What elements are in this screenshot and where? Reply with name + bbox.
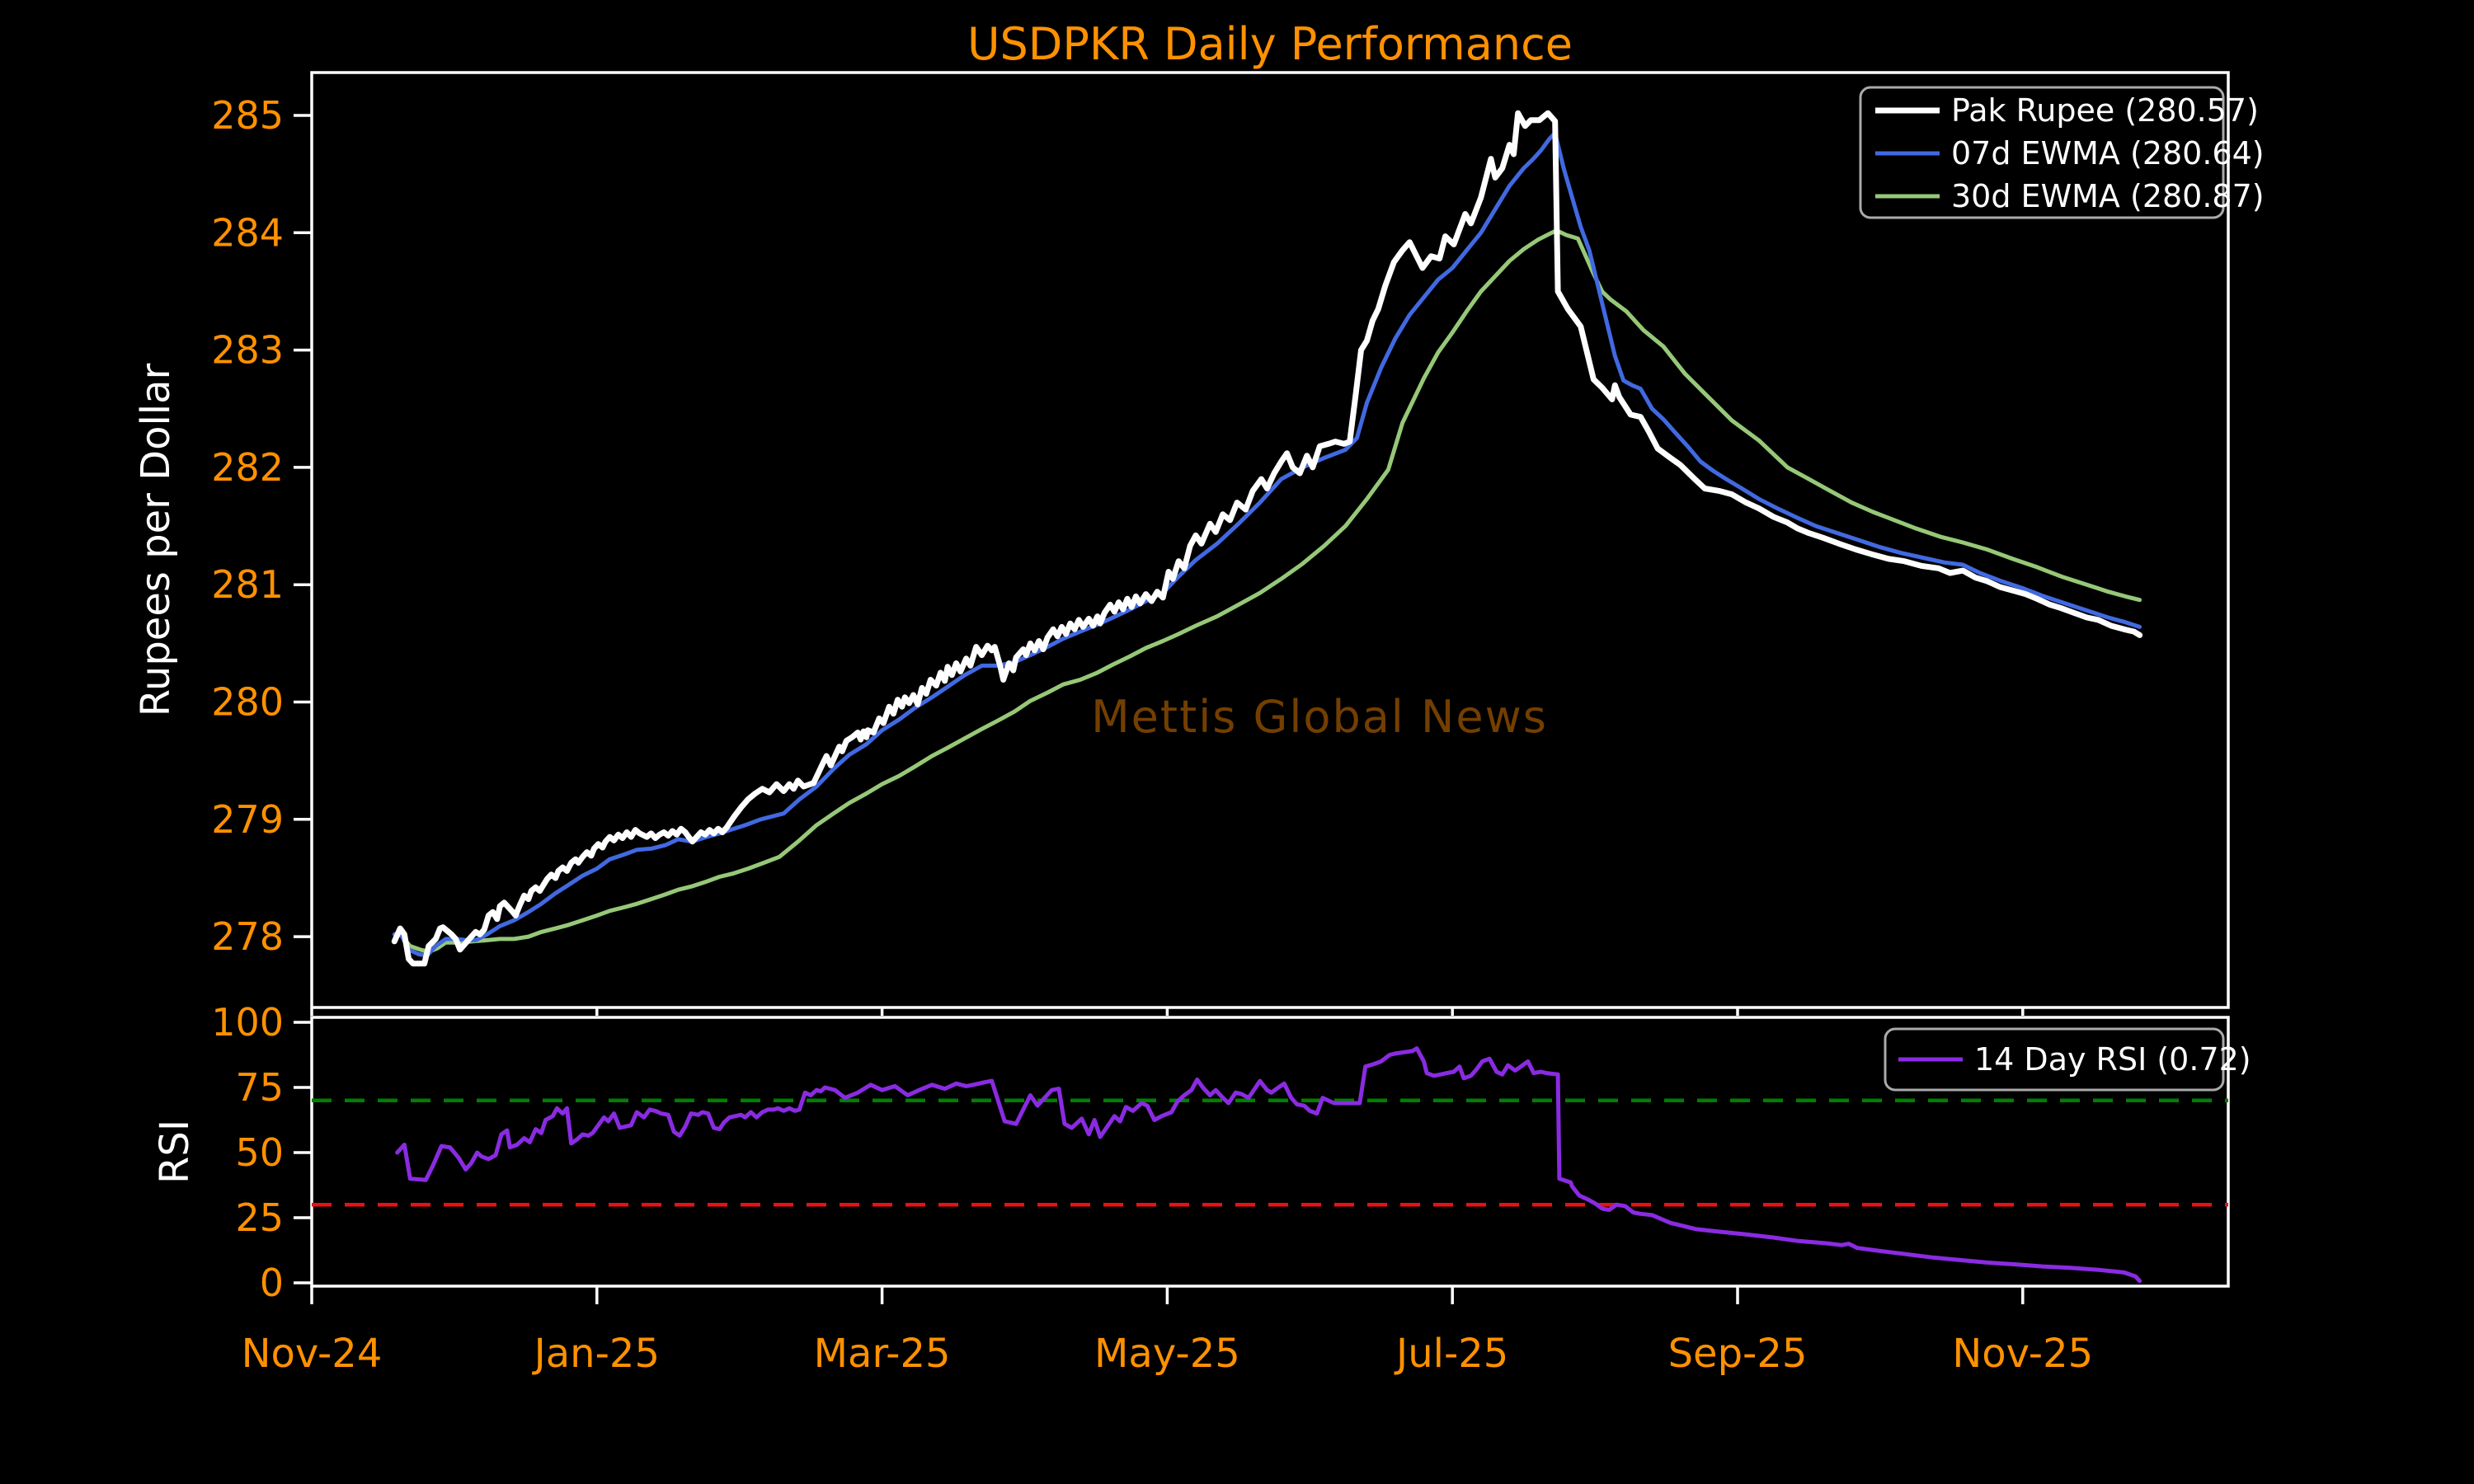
x-tick-label: Nov-24: [242, 1331, 383, 1377]
price-y-axis-title: Rupees per Dollar: [133, 363, 179, 716]
rsi-panel-y-ticks: 0 25 50 75 100: [211, 1000, 312, 1305]
rsi-line: [395, 1046, 2142, 1284]
rsi-legend-box: [1884, 1027, 2225, 1092]
y-tick-label: 281: [211, 562, 284, 607]
y-tick-label: 280: [211, 680, 284, 725]
rsi-panel: 0 25 50 75 100 Nov-24 Jan-25 Mar-25 May-25 Jul-25…: [211, 1000, 2230, 1377]
price-panel-y-ticks: 278 279 280 281 282 283 284 285: [211, 93, 312, 959]
watermark-text: Mettis Global News: [1091, 691, 1548, 743]
y-tick-label: 25: [235, 1195, 284, 1240]
ewma30-legend-label: 30d EWMA (280.87): [1951, 178, 2265, 214]
rsi-legend: 14 Day RSI (0.72): [1884, 1027, 2251, 1092]
y-tick-label: 284: [211, 210, 284, 255]
x-tick-label: Jul-25: [1394, 1331, 1508, 1377]
ewma07-legend-label: 07d EWMA (280.64): [1951, 135, 2265, 171]
y-tick-label: 75: [235, 1065, 284, 1110]
x-tick-label: Jan-25: [532, 1331, 660, 1377]
y-tick-label: 279: [211, 797, 284, 842]
rsi-panel-x-ticks: Nov-24 Jan-25 Mar-25 May-25 Jul-25 Sep-25 Nov-…: [242, 1286, 2093, 1377]
y-tick-label: 50: [235, 1130, 284, 1175]
x-tick-label: Mar-25: [814, 1331, 951, 1377]
price-legend: Pak Rupee (280.57) 07d EWMA (280.64) 30d…: [1859, 86, 2265, 219]
price-legend-box: [1859, 86, 2225, 219]
price-panel: 278 279 280 281 282 283 284 285: [211, 71, 2230, 1016]
x-tick-label: Nov-25: [1952, 1331, 2093, 1377]
price-panel-x-ticks: [310, 1007, 2025, 1016]
y-tick-label: 285: [211, 93, 284, 138]
y-tick-label: 283: [211, 328, 284, 373]
price-panel-border: [310, 71, 2230, 1009]
y-tick-label: 0: [260, 1261, 284, 1305]
y-tick-label: 282: [211, 445, 284, 490]
rsi-legend-label: 14 Day RSI (0.72): [1974, 1041, 2251, 1078]
y-tick-label: 278: [211, 914, 284, 959]
ewma07-line: [392, 130, 2142, 958]
pak-rupee-line: [391, 110, 2143, 967]
x-tick-label: May-25: [1094, 1331, 1240, 1377]
ewma30-line: [393, 228, 2142, 955]
x-tick-label: Sep-25: [1668, 1331, 1808, 1377]
rsi-y-axis-title: RSI: [152, 1120, 198, 1184]
y-tick-label: 100: [211, 1000, 284, 1045]
pak-rupee-legend-label: Pak Rupee (280.57): [1951, 92, 2259, 129]
chart-title: USDPKR Daily Performance: [967, 18, 1573, 70]
